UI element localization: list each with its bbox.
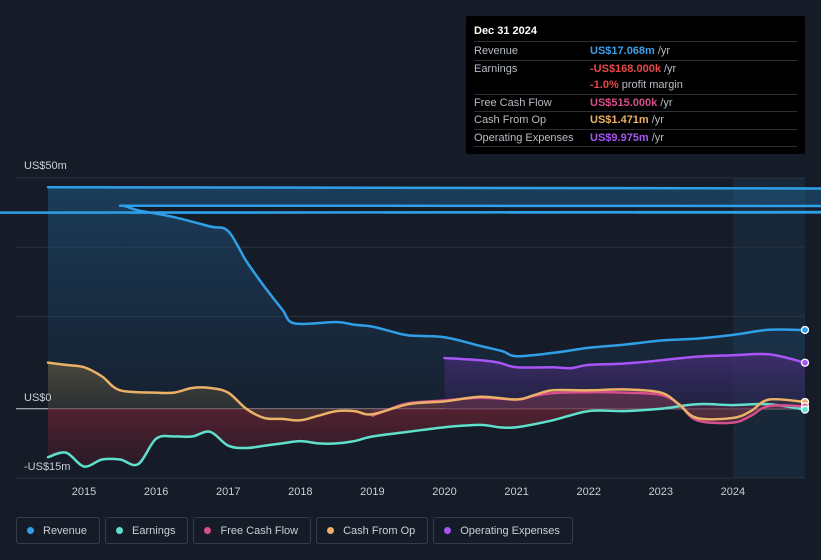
x-axis-tick-label: 2023 (649, 486, 673, 498)
tooltip-suffix: /yr (660, 96, 673, 109)
x-axis-tick-label: 2024 (721, 486, 745, 498)
revenue-area (0, 187, 821, 409)
tooltip-row-profit-margin: -1.0% profit margin (474, 77, 797, 95)
tooltip-panel: Dec 31 2024 Revenue US$17.068m /yr Earni… (466, 16, 805, 154)
legend-dot-icon (327, 527, 335, 534)
legend-label: Earnings (132, 524, 176, 537)
legend: Revenue Earnings Free Cash Flow Cash Fro… (16, 517, 573, 546)
legend-label: Free Cash Flow (220, 524, 299, 537)
tooltip-suffix: /yr (663, 62, 677, 75)
y-axis-label: -US$15m (24, 461, 70, 473)
tooltip-value: US$9.975m (590, 131, 649, 144)
legend-item-operating-expenses[interactable]: Operating Expenses (433, 517, 573, 544)
legend-item-revenue[interactable]: Revenue (16, 517, 101, 544)
endpoint-operating-expenses (800, 358, 810, 367)
free-cash-flow-area (372, 392, 805, 424)
x-axis-tick-label: 2022 (576, 486, 600, 498)
earnings-line (46, 402, 807, 468)
tooltip-value: -US$168.000k (590, 62, 661, 75)
tooltip-label: Earnings (474, 62, 518, 75)
tooltip-row-cash-from-op: Cash From Op US$1.471m /yr (474, 112, 797, 130)
legend-dot-icon (116, 527, 124, 534)
tooltip-date: Dec 31 2024 (474, 24, 797, 42)
tooltip-row-revenue: Revenue US$17.068m /yr (474, 43, 797, 61)
tooltip-label (474, 77, 590, 94)
x-axis-tick-label: 2021 (504, 486, 528, 498)
x-axis-tick-label: 2020 (432, 486, 456, 498)
legend-label: Cash From Op (343, 524, 416, 537)
endpoint-earnings (800, 405, 810, 414)
operating-expenses-line (443, 352, 807, 370)
tooltip-row-earnings: Earnings -US$168.000k /yr (474, 61, 797, 78)
y-axis-label: US$0 (24, 392, 52, 404)
legend-label: Revenue (43, 524, 88, 537)
tooltip-value: US$515.000k (590, 96, 658, 109)
highlight-band (732, 178, 805, 478)
tooltip-suffix: profit margin (621, 79, 683, 91)
legend-item-free-cash-flow[interactable]: Free Cash Flow (193, 517, 312, 544)
legend-item-cash-from-op[interactable]: Cash From Op (316, 517, 429, 544)
legend-dot-icon (204, 527, 212, 534)
x-axis-tick-label: 2019 (360, 486, 384, 498)
legend-dot-icon (444, 527, 452, 534)
tooltip-row-operating-expenses: Operating Expenses US$9.975m /yr (474, 130, 797, 147)
tooltip-value: US$17.068m (590, 45, 655, 57)
tooltip-label: Operating Expenses (474, 131, 574, 144)
legend-label: Operating Expenses (460, 524, 560, 537)
x-axis-tick-label: 2018 (288, 486, 312, 498)
revenue-line (0, 185, 821, 358)
tooltip-row-free-cash-flow: Free Cash Flow US$515.000k /yr (474, 95, 797, 112)
earnings-area (48, 403, 805, 467)
x-axis-tick-label: 2017 (216, 486, 240, 498)
tooltip-label: Free Cash Flow (474, 96, 552, 109)
tooltip-suffix: /yr (657, 45, 671, 57)
tooltip-value: US$1.471m (590, 114, 649, 126)
x-axis-tick-label: 2016 (144, 486, 168, 498)
tooltip-label: Revenue (474, 45, 519, 57)
y-axis-label: US$50m (24, 160, 67, 172)
tooltip-suffix: /yr (651, 114, 664, 126)
tooltip-label: Cash From Op (474, 114, 547, 126)
tooltip-suffix: /yr (651, 131, 664, 144)
legend-dot-icon (27, 527, 34, 534)
tooltip-value: -1.0% (590, 79, 619, 91)
endpoint-revenue (800, 325, 810, 335)
cash-from-op-line (46, 361, 807, 422)
x-axis-tick-label: 2015 (72, 486, 96, 498)
legend-item-earnings[interactable]: Earnings (105, 517, 189, 544)
